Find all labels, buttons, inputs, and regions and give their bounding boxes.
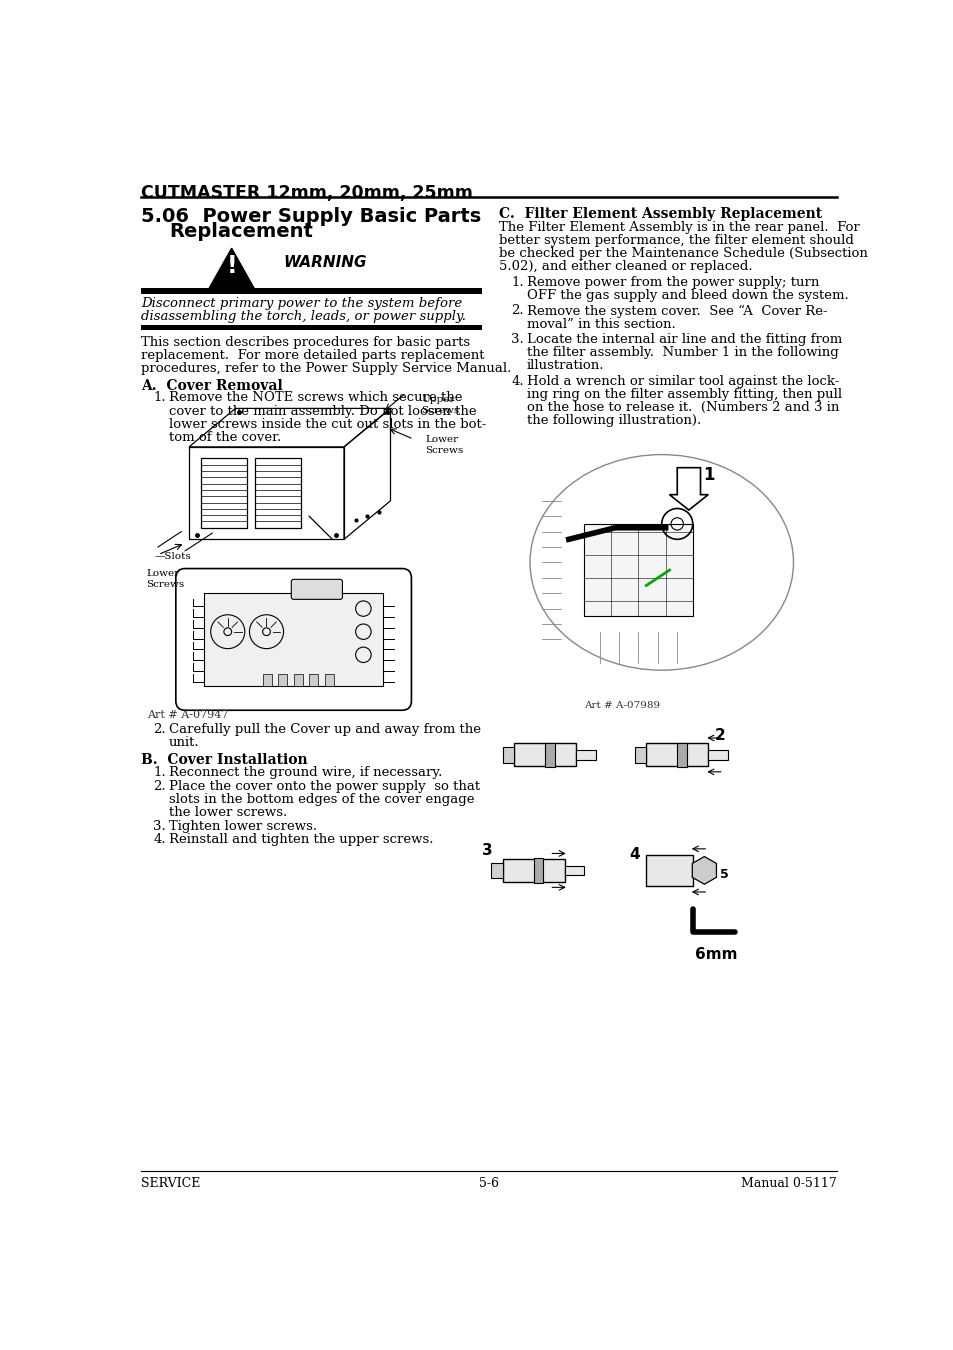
Bar: [707, 751, 727, 760]
Bar: [204, 593, 382, 686]
Text: 2: 2: [714, 728, 724, 743]
Text: Reconnect the ground wire, if necessary.: Reconnect the ground wire, if necessary.: [169, 767, 442, 779]
Text: C.  Filter Element Assembly Replacement: C. Filter Element Assembly Replacement: [498, 207, 821, 220]
Text: 5: 5: [720, 868, 728, 880]
Text: better system performance, the filter element should: better system performance, the filter el…: [498, 234, 853, 247]
Text: Reinstall and tighten the upper screws.: Reinstall and tighten the upper screws.: [169, 833, 433, 846]
Text: 4.: 4.: [153, 833, 166, 846]
FancyBboxPatch shape: [291, 579, 342, 599]
Text: Lower
Screws: Lower Screws: [425, 435, 463, 455]
Bar: [634, 747, 645, 763]
Text: Art # A-07947: Art # A-07947: [147, 710, 229, 721]
Text: ing ring on the filter assembly fitting, then pull: ing ring on the filter assembly fitting,…: [526, 387, 841, 401]
Bar: [502, 747, 514, 763]
Bar: [141, 289, 481, 294]
Text: SERVICE: SERVICE: [141, 1177, 200, 1189]
Text: CUTMASTER 12mm, 20mm, 25mm: CUTMASTER 12mm, 20mm, 25mm: [141, 184, 473, 201]
Text: 2.: 2.: [153, 780, 166, 794]
Text: This section describes procedures for basic parts: This section describes procedures for ba…: [141, 336, 470, 350]
Text: The Filter Element Assembly is in the rear panel.  For: The Filter Element Assembly is in the re…: [498, 220, 859, 234]
Text: 5.02), and either cleaned or replaced.: 5.02), and either cleaned or replaced.: [498, 259, 752, 273]
Text: illustration.: illustration.: [526, 359, 604, 373]
Text: Upper
Screws: Upper Screws: [421, 394, 459, 414]
Text: disassembling the torch, leads, or power supply.: disassembling the torch, leads, or power…: [141, 310, 465, 323]
Bar: [294, 674, 303, 686]
Text: A.  Cover Removal: A. Cover Removal: [141, 379, 282, 393]
Bar: [576, 751, 596, 760]
Text: Place the cover onto the power supply  so that: Place the cover onto the power supply so…: [169, 780, 479, 794]
Text: 1: 1: [702, 466, 714, 485]
Text: 2.: 2.: [153, 722, 166, 736]
Text: 1.: 1.: [511, 275, 523, 289]
Text: 1.: 1.: [153, 767, 166, 779]
Text: the following illustration).: the following illustration).: [526, 414, 700, 427]
Text: Remove power from the power supply; turn: Remove power from the power supply; turn: [526, 275, 819, 289]
Text: 4: 4: [629, 848, 639, 863]
Bar: [309, 674, 318, 686]
Text: Replacement: Replacement: [169, 221, 313, 242]
Polygon shape: [669, 467, 707, 510]
Text: Remove the NOTE screws which secure the: Remove the NOTE screws which secure the: [169, 392, 462, 405]
Text: be checked per the Maintenance Schedule (Subsection: be checked per the Maintenance Schedule …: [498, 247, 867, 259]
Text: Manual 0-5117: Manual 0-5117: [740, 1177, 836, 1189]
Text: Hold a wrench or similar tool against the lock-: Hold a wrench or similar tool against th…: [526, 374, 839, 387]
Text: B.  Cover Installation: B. Cover Installation: [141, 753, 307, 767]
Text: on the hose to release it.  (Numbers 2 and 3 in: on the hose to release it. (Numbers 2 an…: [526, 401, 839, 413]
Bar: [534, 859, 542, 883]
Bar: [677, 743, 686, 767]
Text: the lower screws.: the lower screws.: [169, 806, 287, 819]
Text: Locate the internal air line and the fitting from: Locate the internal air line and the fit…: [526, 333, 841, 346]
Text: lower screws inside the cut out slots in the bot-: lower screws inside the cut out slots in…: [169, 417, 486, 431]
Bar: [545, 743, 555, 767]
Bar: [645, 744, 707, 767]
Bar: [502, 859, 564, 882]
Bar: [583, 524, 692, 617]
Text: Art # A-07989: Art # A-07989: [583, 701, 659, 710]
Bar: [514, 744, 576, 767]
Text: moval” in this section.: moval” in this section.: [526, 317, 675, 331]
Bar: [491, 863, 502, 878]
Text: Carefully pull the Cover up and away from the: Carefully pull the Cover up and away fro…: [169, 722, 480, 736]
Text: procedures, refer to the Power Supply Service Manual.: procedures, refer to the Power Supply Se…: [141, 362, 511, 375]
Text: 3: 3: [481, 844, 492, 859]
Bar: [324, 674, 334, 686]
Text: 5.06  Power Supply Basic Parts: 5.06 Power Supply Basic Parts: [141, 207, 480, 225]
Text: OFF the gas supply and bleed down the system.: OFF the gas supply and bleed down the sy…: [526, 289, 848, 302]
Bar: [564, 865, 583, 875]
Text: 4.: 4.: [511, 374, 523, 387]
Text: slots in the bottom edges of the cover engage: slots in the bottom edges of the cover e…: [169, 794, 474, 806]
Polygon shape: [209, 248, 253, 289]
Text: cover to the main assembly. Do not loosen the: cover to the main assembly. Do not loose…: [169, 405, 476, 417]
Text: WARNING: WARNING: [283, 255, 367, 270]
Text: unit.: unit.: [169, 736, 199, 749]
Text: !: !: [226, 254, 236, 278]
Text: the filter assembly.  Number 1 in the following: the filter assembly. Number 1 in the fol…: [526, 346, 838, 359]
Text: tom of the cover.: tom of the cover.: [169, 431, 281, 444]
Text: 2.: 2.: [511, 305, 523, 317]
Text: 5-6: 5-6: [478, 1177, 498, 1189]
Text: —Slots: —Slots: [154, 552, 191, 560]
Text: 1.: 1.: [153, 392, 166, 405]
Text: Lower
Screws: Lower Screws: [146, 568, 185, 589]
Text: 6mm: 6mm: [694, 948, 737, 963]
Bar: [141, 325, 481, 329]
Text: 3.: 3.: [511, 333, 523, 346]
FancyBboxPatch shape: [175, 568, 411, 710]
Bar: [262, 674, 272, 686]
Bar: [278, 674, 287, 686]
Text: Remove the system cover.  See “A  Cover Re-: Remove the system cover. See “A Cover Re…: [526, 305, 826, 317]
Text: Disconnect primary power to the system before: Disconnect primary power to the system b…: [141, 297, 461, 309]
Text: 3.: 3.: [153, 821, 166, 833]
Polygon shape: [692, 856, 716, 884]
Text: Tighten lower screws.: Tighten lower screws.: [169, 821, 316, 833]
Text: replacement.  For more detailed parts replacement: replacement. For more detailed parts rep…: [141, 350, 484, 362]
Bar: [645, 855, 692, 886]
